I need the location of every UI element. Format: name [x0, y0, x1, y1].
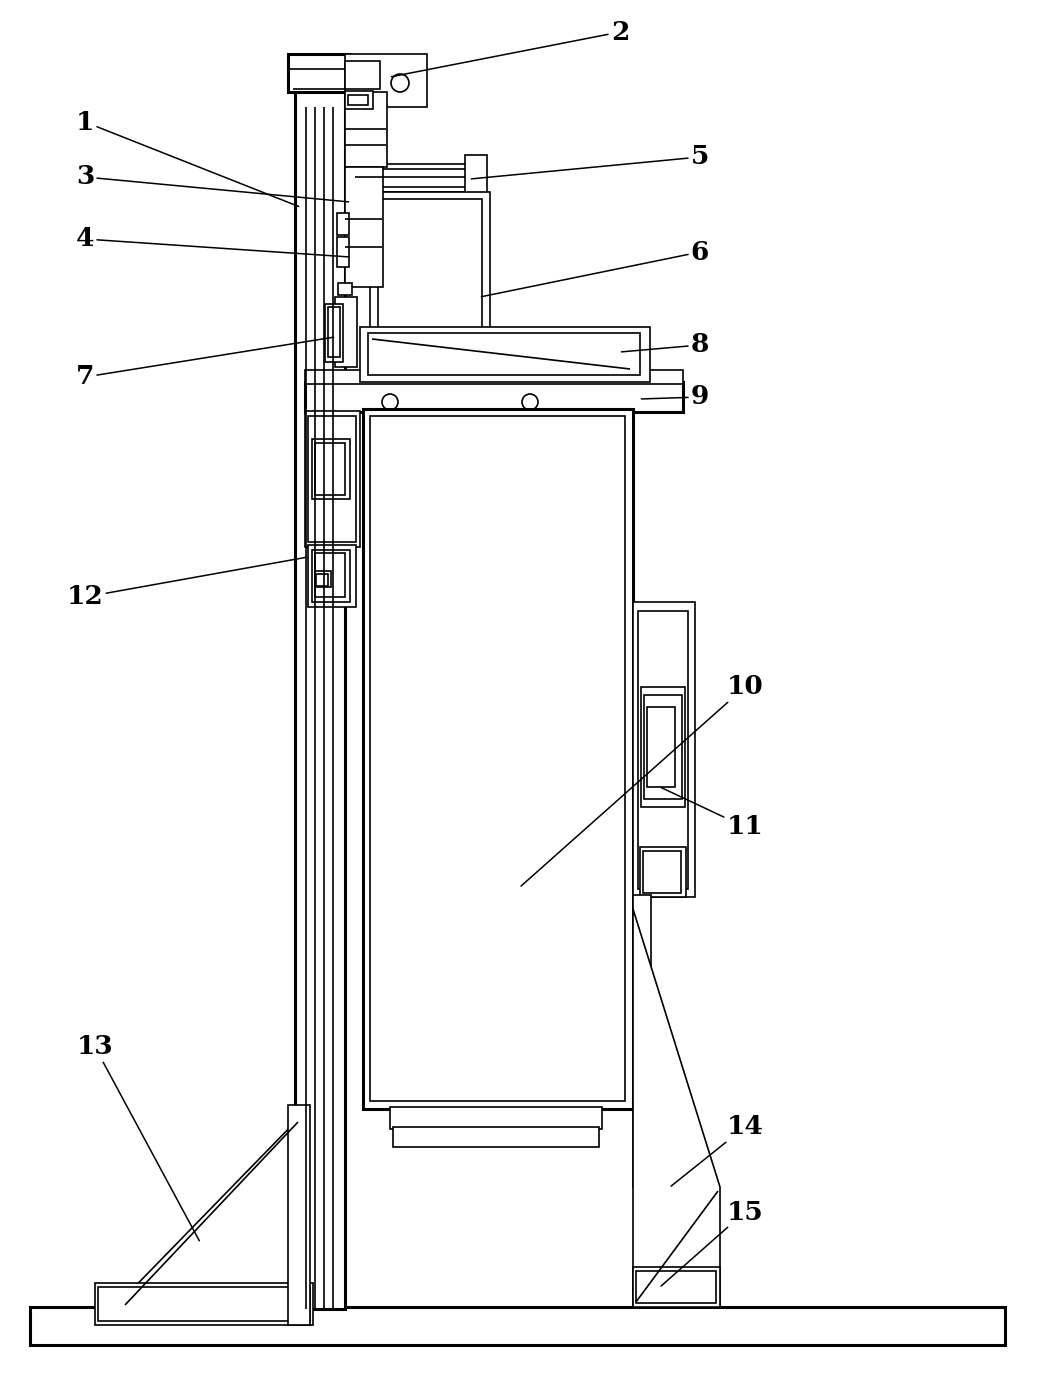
Bar	[312, 440, 350, 499]
Bar	[363, 409, 633, 1110]
Bar	[315, 571, 331, 587]
Bar	[305, 381, 683, 412]
Bar	[474, 470, 502, 487]
Bar	[393, 1128, 599, 1147]
Bar	[633, 602, 695, 897]
Bar	[288, 54, 350, 92]
Text: 13: 13	[77, 1035, 200, 1241]
Bar	[633, 895, 651, 1187]
Text: 12: 12	[67, 558, 307, 609]
Bar	[345, 54, 427, 107]
Bar	[465, 409, 513, 467]
Text: 2: 2	[391, 19, 629, 76]
Bar	[465, 155, 487, 201]
Bar	[370, 416, 625, 1101]
Bar	[335, 297, 357, 368]
Bar	[400, 350, 462, 381]
Bar	[633, 1266, 720, 1307]
Text: 6: 6	[482, 240, 709, 297]
Bar	[475, 484, 501, 502]
Bar	[328, 307, 340, 356]
Bar	[375, 484, 401, 502]
Bar	[348, 94, 368, 105]
Bar	[315, 442, 345, 495]
Bar	[641, 687, 685, 807]
Text: 4: 4	[76, 226, 348, 257]
Text: 15: 15	[661, 1200, 763, 1286]
Bar	[324, 304, 343, 362]
Bar	[643, 852, 681, 893]
Bar	[350, 164, 470, 191]
Bar	[368, 333, 640, 374]
Text: 3: 3	[76, 165, 348, 203]
Bar	[305, 370, 683, 384]
Text: 14: 14	[671, 1115, 763, 1186]
Bar	[647, 707, 675, 786]
Bar	[316, 574, 328, 585]
Bar	[295, 79, 345, 1309]
Text: 11: 11	[661, 788, 763, 839]
Bar	[98, 1287, 310, 1320]
Bar	[345, 61, 380, 89]
Text: 1: 1	[76, 110, 298, 207]
Polygon shape	[115, 1117, 300, 1307]
Bar	[370, 191, 490, 347]
Text: 5: 5	[471, 144, 709, 179]
Bar	[95, 1283, 313, 1325]
Bar	[345, 92, 373, 110]
Bar	[337, 214, 349, 234]
Bar	[370, 465, 408, 472]
Bar	[374, 470, 402, 487]
Text: 7: 7	[76, 337, 334, 390]
Bar	[288, 1105, 310, 1325]
Bar	[638, 612, 688, 889]
Bar	[365, 409, 413, 467]
Bar	[640, 847, 686, 897]
Bar	[308, 416, 356, 542]
Bar	[378, 198, 482, 338]
Polygon shape	[633, 908, 720, 1307]
Text: 8: 8	[621, 333, 709, 358]
Bar	[395, 345, 467, 387]
Text: 9: 9	[642, 384, 709, 409]
Bar	[338, 283, 352, 295]
Bar	[644, 695, 682, 799]
Bar	[352, 169, 466, 187]
Bar	[636, 1270, 716, 1302]
Bar	[345, 92, 387, 166]
Bar	[390, 1107, 602, 1129]
Bar	[360, 327, 650, 381]
Bar	[470, 465, 508, 472]
Bar	[337, 237, 349, 268]
Bar	[305, 411, 360, 546]
Bar	[308, 545, 356, 608]
Bar	[30, 1307, 1005, 1345]
Text: 10: 10	[521, 674, 763, 886]
Bar	[345, 166, 383, 287]
Bar	[315, 553, 345, 596]
Bar	[312, 551, 350, 602]
